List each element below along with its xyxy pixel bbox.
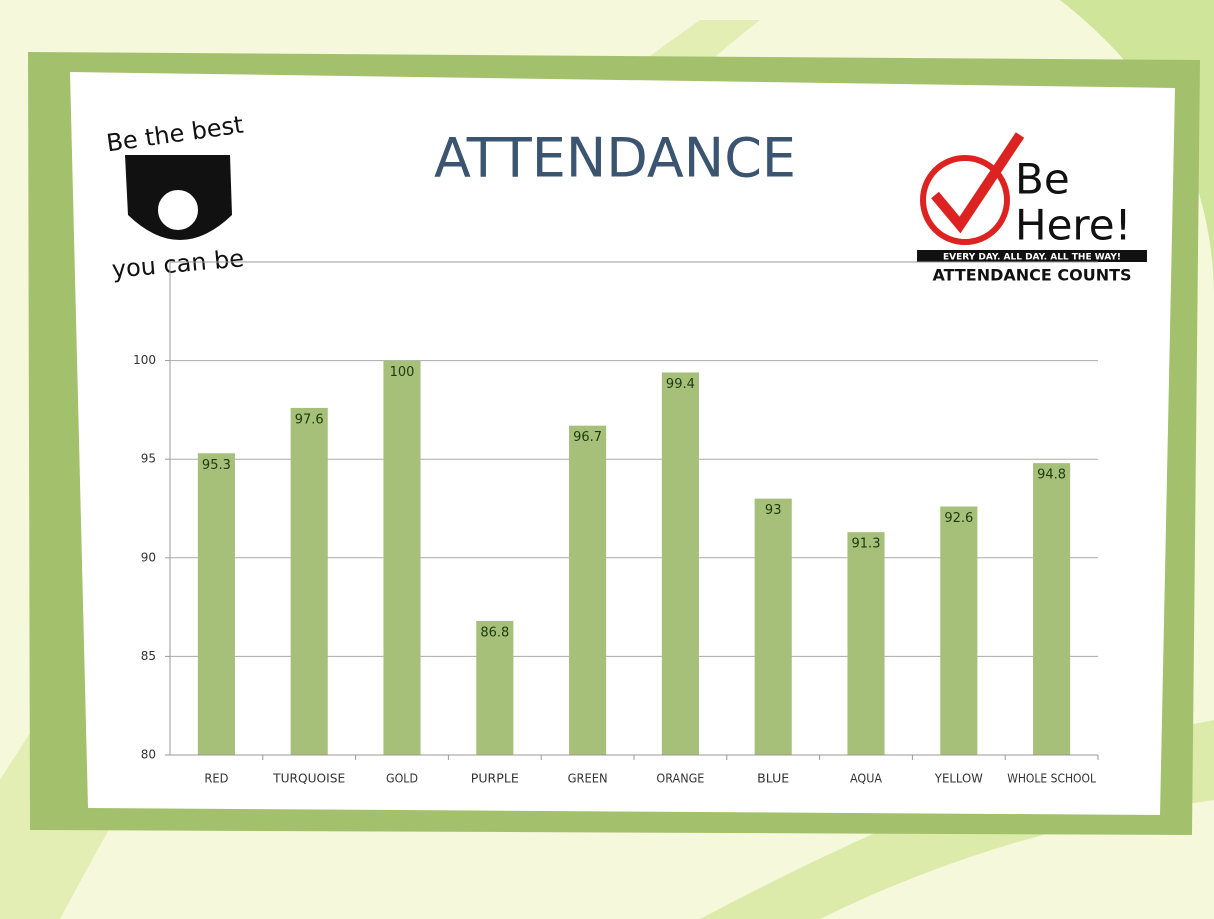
value-label: 91.3 (852, 537, 881, 552)
bar (754, 498, 792, 755)
wheel (154, 186, 202, 234)
chart-title: ATTENDANCE (434, 127, 796, 190)
x-tick-label: BLUE (757, 772, 789, 786)
x-tick-label: WHOLE SCHOOL (1007, 772, 1096, 786)
value-label: 95.3 (202, 458, 231, 473)
x-tick-label: GOLD (386, 772, 418, 786)
bar (940, 506, 978, 755)
value-label: 100 (390, 365, 415, 380)
value-label: 93 (765, 503, 782, 518)
bar (290, 407, 328, 755)
bar (1033, 463, 1071, 755)
logo-text: Here! (1015, 201, 1131, 250)
plot: 80 85 90 95 100 RED 95.3 TURQUOISE 97.6 GOLD 100 PU… (133, 261, 1099, 786)
logo-circle (920, 155, 1010, 245)
x-tick-label: ORANGE (656, 772, 704, 786)
bar (197, 453, 235, 755)
value-label: 96.7 (573, 430, 602, 445)
card (70, 72, 1175, 815)
value-label: 97.6 (295, 412, 324, 427)
value-label: 92.6 (944, 511, 973, 526)
y-tick-label: 85 (141, 649, 156, 663)
bar (661, 372, 699, 755)
bar (383, 360, 421, 755)
check (931, 132, 1025, 234)
y-tick-label: 80 (141, 748, 156, 762)
x-tick-label: PURPLE (471, 772, 519, 786)
value-label: 86.8 (480, 625, 509, 640)
x-tick-label: GREEN (568, 772, 608, 786)
logo-text: Be (1015, 155, 1070, 204)
bar (847, 532, 885, 755)
value-label: 99.4 (666, 377, 695, 392)
bar (569, 425, 607, 755)
logo-text: EVERY DAY. ALL DAY. ALL THE WAY! (943, 253, 1121, 263)
y-tick-label: 100 (133, 353, 156, 367)
value-label: 94.8 (1037, 468, 1066, 483)
x-tick-label: TURQUOISE (272, 772, 345, 786)
x-tick-label: YELLOW (934, 772, 983, 786)
bar (476, 620, 514, 755)
y-tick-label: 90 (141, 550, 156, 564)
x-tick-label: AQUA (850, 772, 883, 786)
x-tick-label: RED (204, 772, 228, 786)
logo-text: ATTENDANCE COUNTS (932, 266, 1131, 285)
slogan-bar (917, 250, 1147, 262)
right-logo: Be Here! EVERY DAY. ALL DAY. ALL THE WAY… (917, 132, 1147, 285)
y-tick-label: 95 (141, 452, 156, 466)
